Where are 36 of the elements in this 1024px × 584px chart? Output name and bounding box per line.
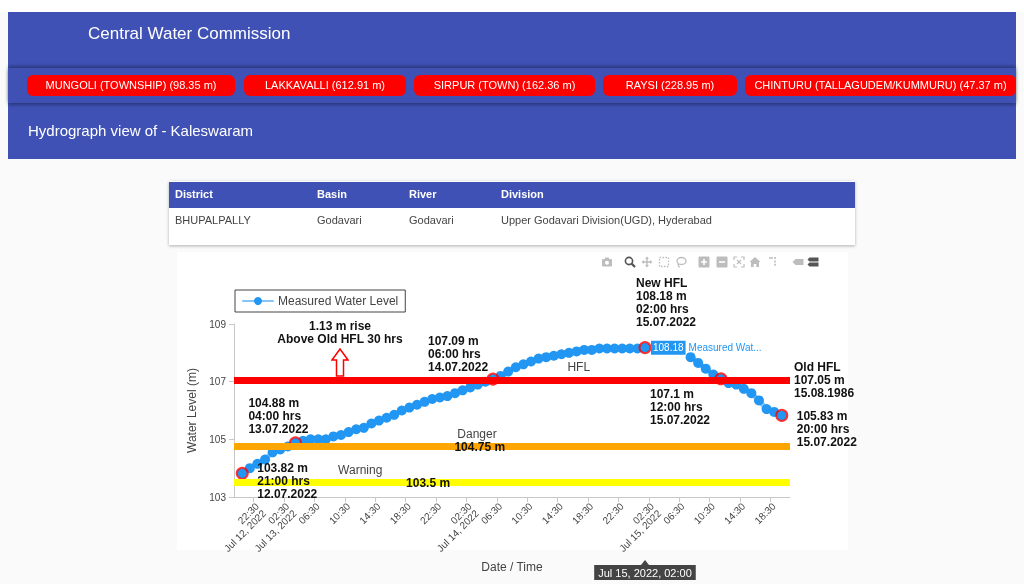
- text: Godavari: [317, 214, 362, 227]
- ref-line-label: Warning: [338, 462, 383, 477]
- text: MUNGOLI (TOWNSHIP) (98.35 m): [45, 79, 217, 91]
- y-tick-label: 105: [209, 433, 227, 445]
- x-axis-title: Date / Time: [481, 559, 543, 574]
- text: District: [175, 188, 213, 201]
- y-tick-label: 109: [209, 318, 227, 330]
- y-tick-label: 103: [209, 491, 227, 503]
- annotation: 105.83 m 20:00 hrs 15.07.2022: [796, 408, 858, 449]
- text: SIRPUR (TOWN) (162.36 m): [433, 79, 576, 91]
- ref-line-label: Danger: [457, 426, 497, 441]
- text: Old HFL 107.05 m 15.08.1986: [794, 359, 855, 400]
- text: Jul 15, 2022, 02:00: [598, 566, 692, 579]
- ref-line-label: HFL: [567, 360, 591, 375]
- text: CHINTURU (TALLAGUDEM/KUMMURU) (47.37 m): [754, 79, 1007, 91]
- text: Basin: [317, 188, 347, 201]
- legend-label: Measured Water Level: [278, 294, 399, 308]
- text: BHUPALPALLY: [175, 214, 251, 227]
- chart-title: Hydrograph view of - Kaleswaram: [28, 122, 254, 140]
- annotation: 103.5 m: [406, 475, 451, 490]
- annotation: 107.1 m 12:00 hrs 15.07.2022: [649, 387, 711, 428]
- annotation: 1.13 m rise Above Old HFL 30 hrs: [277, 318, 403, 346]
- text: Upper Godavari Division(UGD), Hyderabad: [501, 214, 712, 227]
- text: RAYSI (228.95 m): [625, 79, 715, 91]
- annotation: Measured Wat...: [688, 342, 762, 354]
- text: Central Water Commission: [88, 24, 291, 44]
- annotation: 107.09 m 06:00 hrs 14.07.2022: [428, 333, 489, 374]
- text: LAKKAVALLI (612.91 m): [264, 79, 386, 91]
- annotation: 108.18: [652, 342, 685, 354]
- text: Division: [501, 188, 544, 201]
- text: Godavari: [409, 214, 454, 227]
- y-tick-label: 107: [209, 376, 227, 388]
- y-axis-title: Water Level (m): [185, 368, 200, 453]
- text: River: [409, 188, 437, 201]
- annotation: 104.88 m 04:00 hrs 13.07.2022: [248, 396, 309, 437]
- annotation: New HFL 108.18 m 02:00 hrs 15.07.2022: [635, 276, 697, 330]
